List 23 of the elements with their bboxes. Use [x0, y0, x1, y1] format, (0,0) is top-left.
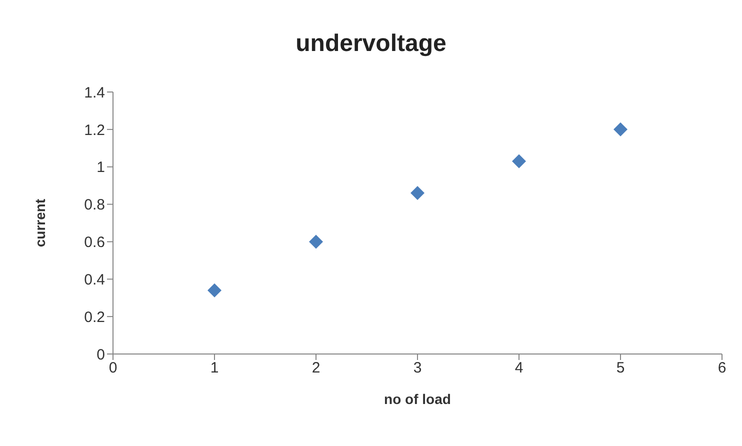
point — [410, 186, 424, 200]
x-axis-title: no of load — [384, 391, 451, 407]
point — [614, 122, 628, 136]
y-tick-label: 0.6 — [84, 234, 105, 252]
point — [208, 283, 222, 298]
y-tick-label: 1 — [96, 159, 105, 176]
y-tick-label: 0.2 — [84, 308, 105, 326]
x-tick-label: 1 — [210, 360, 219, 377]
y-axis-title: current — [32, 198, 48, 248]
chart-title: undervoltage — [294, 30, 448, 58]
x-tick-label: 3 — [413, 360, 422, 377]
x-tick-label: 6 — [718, 360, 726, 377]
y-tick-label: 1.4 — [84, 84, 105, 102]
y-tick-label: 0.8 — [84, 196, 105, 214]
point — [512, 154, 526, 168]
x-tick-label: 5 — [616, 360, 625, 377]
y-tick-label: 1.2 — [84, 122, 105, 139]
x-tick-label: 2 — [312, 360, 320, 377]
x-tick-label: 0 — [108, 360, 118, 377]
x-tick-label: 4 — [514, 360, 524, 377]
y-tick-label: 0.4 — [84, 271, 105, 288]
y-tick-label: 0 — [96, 346, 105, 364]
point — [309, 234, 323, 249]
